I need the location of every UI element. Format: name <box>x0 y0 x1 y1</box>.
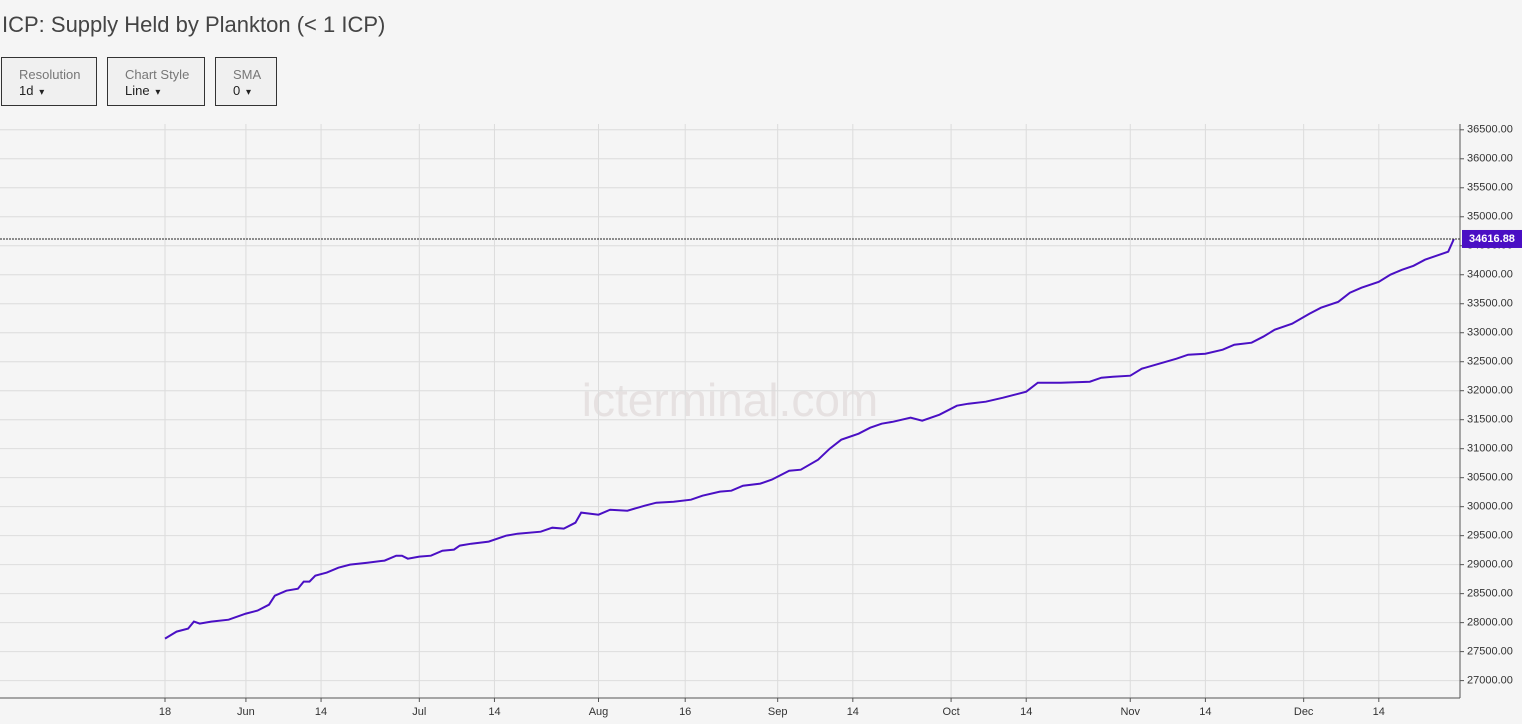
x-tick-label: 14 <box>315 706 327 718</box>
y-tick-label: 32000.00 <box>1467 385 1513 397</box>
control-value: Line <box>125 83 204 98</box>
x-tick-label: Jun <box>237 706 255 718</box>
x-tick-label: 14 <box>488 706 500 718</box>
x-tick-label: Oct <box>943 706 960 718</box>
y-tick-label: 35000.00 <box>1467 211 1513 223</box>
y-tick-label: 35500.00 <box>1467 182 1513 194</box>
y-tick-label: 31000.00 <box>1467 443 1513 455</box>
y-tick-label: 34000.00 <box>1467 269 1513 281</box>
control-label: Resolution <box>19 67 81 82</box>
y-tick-label: 32500.00 <box>1467 356 1513 368</box>
x-tick-label: 18 <box>159 706 171 718</box>
y-tick-label: 29000.00 <box>1467 559 1513 571</box>
x-tick-label: 14 <box>1373 706 1385 718</box>
current-value-label: 34616.88 <box>1469 233 1515 245</box>
control-label: SMA <box>233 67 262 82</box>
x-tick-label: 14 <box>1199 706 1211 718</box>
resolution-dropdown[interactable]: Resolution 1d <box>1 57 97 106</box>
data-line <box>164 238 1455 640</box>
y-tick-label: 28000.00 <box>1467 617 1513 629</box>
y-tick-label: 28500.00 <box>1467 588 1513 600</box>
control-value: 1d <box>19 83 96 98</box>
y-tick-label: 36000.00 <box>1467 153 1513 165</box>
x-tick-label: 14 <box>1020 706 1032 718</box>
x-tick-label: Dec <box>1294 706 1314 718</box>
y-tick-label: 27500.00 <box>1467 646 1513 658</box>
x-tick-label: 14 <box>847 706 859 718</box>
y-tick-label: 27000.00 <box>1467 675 1513 687</box>
current-value-box <box>1462 229 1522 248</box>
x-tick-label: Sep <box>768 706 788 718</box>
sma-dropdown[interactable]: SMA 0 <box>215 57 277 106</box>
chart-title: ICP: Supply Held by Plankton (< 1 ICP) <box>2 12 386 37</box>
control-value: 0 <box>233 83 276 98</box>
y-tick-label: 29500.00 <box>1467 530 1513 542</box>
watermark: icterminal.com <box>582 374 879 426</box>
y-tick-label: 30000.00 <box>1467 501 1513 513</box>
x-tick-label: 16 <box>679 706 691 718</box>
y-tick-label: 36500.00 <box>1467 124 1513 136</box>
y-tick-label: 33500.00 <box>1467 298 1513 310</box>
control-label: Chart Style <box>125 67 190 82</box>
y-tick-label: 31500.00 <box>1467 414 1513 426</box>
y-tick-label: 30500.00 <box>1467 472 1513 484</box>
x-tick-label: Jul <box>412 706 426 718</box>
x-tick-label: Aug <box>589 706 609 718</box>
y-tick-label: 33000.00 <box>1467 327 1513 339</box>
chart-style-dropdown[interactable]: Chart Style Line <box>107 57 205 106</box>
x-tick-label: Nov <box>1120 706 1140 718</box>
